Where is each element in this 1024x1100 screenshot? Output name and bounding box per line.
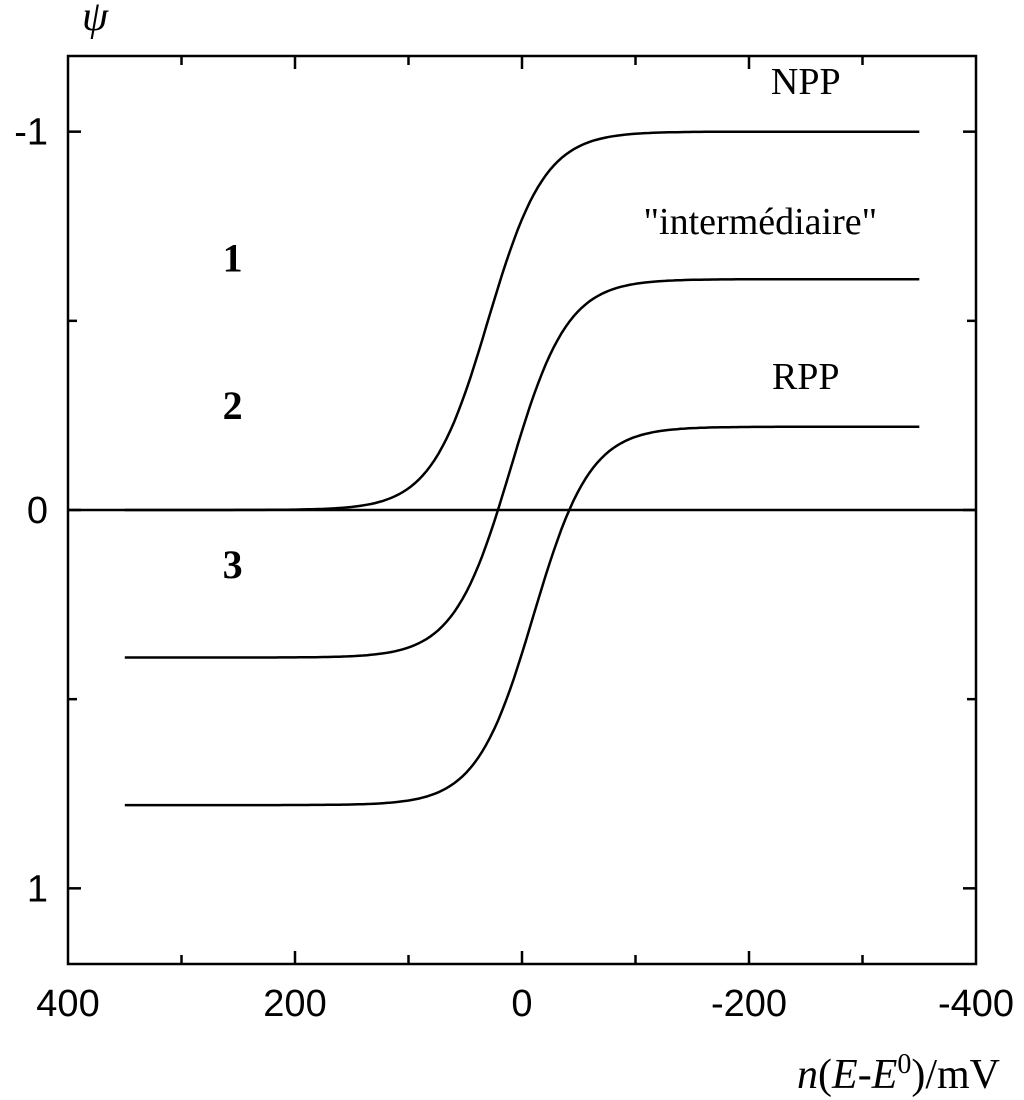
series-annotation: RPP (772, 356, 840, 398)
series-line-1 (124, 425, 920, 807)
x-axis-title-dash: - (858, 1052, 872, 1098)
curve-numbers: 3 2 1 (223, 236, 243, 587)
x-axis-title-n: n (797, 1052, 818, 1098)
curves (124, 130, 920, 807)
x-axis-title-superscript: 0 (897, 1049, 911, 1080)
annotations: NPP "intermédiaire" RPP (644, 61, 878, 398)
curve-number-label: 2 (223, 383, 243, 428)
tick-labels: 400 200 0 -200 -400 -1 0 1 (14, 112, 1014, 1025)
x-tick-label: -200 (711, 983, 787, 1025)
series-annotation: NPP (771, 61, 841, 103)
x-axis-title-e: E (831, 1052, 858, 1098)
x-axis-title-e0: E (871, 1052, 898, 1098)
x-tick-label: 200 (263, 983, 326, 1025)
y-axis-title: ψ (82, 0, 109, 40)
x-tick-label: -400 (938, 983, 1014, 1025)
ticks (68, 56, 976, 964)
y-tick-label: 1 (27, 868, 48, 910)
x-tick-label: 0 (511, 983, 532, 1025)
curve-number-label: 1 (223, 236, 243, 281)
x-axis-title-unit: )/mV (911, 1052, 1000, 1098)
x-axis-title: n(E-E0)/mV (797, 1049, 1000, 1099)
series-line-2 (124, 277, 920, 659)
curve-number-label: 3 (223, 542, 243, 587)
series-annotation: "intermédiaire" (644, 201, 878, 243)
x-axis-title-open: ( (818, 1052, 832, 1098)
series-line-3 (124, 130, 920, 512)
x-tick-label: 400 (36, 983, 99, 1025)
y-tick-label: -1 (14, 112, 48, 154)
y-tick-label: 0 (27, 490, 48, 532)
